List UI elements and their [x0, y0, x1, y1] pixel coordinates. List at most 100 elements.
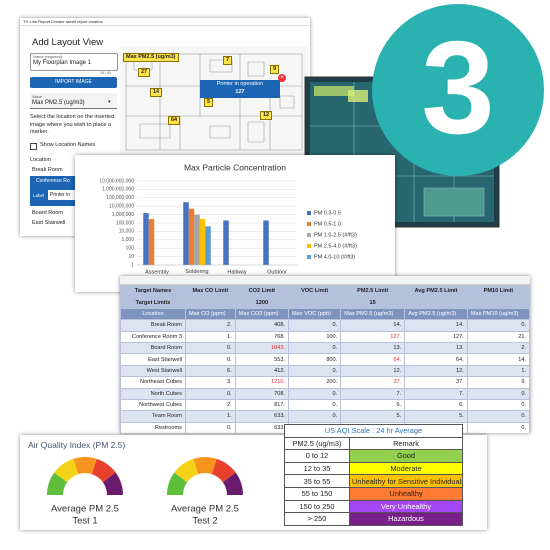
map-marker[interactable]: 5 — [204, 98, 214, 107]
value-label: Value — [32, 94, 42, 99]
row-label: East Stairwell — [120, 353, 186, 366]
x-tick-label: Assembly — [145, 269, 169, 275]
label-input[interactable] — [48, 190, 88, 200]
table-row: West Stairwell 6. 412. 0. 12. 12. 1. — [120, 364, 530, 378]
map-marker[interactable]: 12 — [260, 111, 273, 120]
map-marker[interactable]: 9 — [270, 65, 280, 74]
label-field: Label — [33, 193, 45, 198]
table-cell: 553. — [234, 353, 289, 366]
map-marker[interactable]: 14 — [150, 88, 163, 97]
target-label: Target Limits — [120, 296, 186, 309]
decoration — [120, 46, 308, 158]
y-tick-label: 1,000,000 — [112, 212, 134, 218]
scale-range: > 250 — [284, 512, 350, 526]
scale-row: 150 to 250 Very Unhealthy — [284, 499, 463, 514]
floorplan[interactable] — [120, 46, 308, 158]
app-header: TG Link Report Creator ascell report cre… — [23, 19, 103, 24]
scale-header-row: PM2.5 (ug/m3) Remark — [284, 436, 463, 451]
gauge-segment — [54, 458, 79, 483]
gauge-segment — [174, 458, 199, 483]
name-input[interactable] — [30, 53, 118, 71]
bar — [199, 218, 206, 265]
location-item[interactable]: Board Room — [32, 210, 63, 216]
table-cell: 1. — [184, 330, 236, 343]
table-cell: 0. — [466, 410, 530, 423]
decoration — [423, 187, 485, 217]
table-cell: 412. — [234, 364, 289, 378]
table-cell: 13. — [340, 341, 406, 355]
panel-title: Add Layout View — [32, 37, 104, 48]
table-cell: 64. — [340, 353, 406, 366]
table-cell: 0. — [184, 353, 236, 366]
aqi-title: Air Quality Index (PM 2.5) — [28, 440, 126, 450]
checkbox[interactable] — [30, 143, 37, 150]
scale-range: 55 to 150 — [284, 486, 350, 501]
y-tick-label: 1 — [131, 262, 134, 268]
table-cell: 0. — [287, 364, 342, 378]
value-selected: Max PM2.5 (ug/m3) — [32, 100, 85, 106]
scale-header: PM2.5 (ug/m3) — [284, 436, 350, 451]
map-marker[interactable]: 64 — [168, 116, 181, 125]
bar — [194, 214, 200, 265]
location-item[interactable]: Break Room — [32, 167, 63, 173]
name-counter: 10 / 40 — [100, 71, 111, 75]
gauge-segment — [193, 457, 217, 475]
scale-remark: Unhealthy — [349, 486, 463, 501]
name-value: My Floorplan Image 1 — [33, 60, 92, 66]
table-cell: 12. — [404, 364, 468, 378]
bar — [148, 218, 155, 265]
map-marker[interactable]: 27 — [138, 68, 151, 77]
marker-popup[interactable]: Printer in operation 127 — [200, 80, 280, 98]
map-marker[interactable]: 7 — [223, 56, 233, 65]
scale-row: 0 to 12 Good — [284, 449, 463, 463]
scale-row: 55 to 150 Unhealthy — [284, 486, 463, 501]
y-tick-label: 10,000,000 — [109, 204, 134, 210]
legend-label: PM 0.3-0.5 — [314, 210, 341, 216]
table-cell: 0. — [466, 387, 530, 400]
checkbox-label: Show Location Names — [40, 142, 96, 148]
table-cell: 37. — [404, 376, 468, 389]
gauge-segment — [73, 457, 97, 475]
column-header: Max PM2.5 (ug/m3) — [340, 307, 406, 321]
table-cell: 100. — [287, 330, 342, 343]
table-cell: 633. — [234, 421, 289, 433]
table-cell: 0. — [287, 398, 342, 412]
x-tick-label: Outdoor — [267, 269, 287, 275]
legend-swatch — [307, 211, 311, 215]
table-cell: 633. — [234, 410, 289, 423]
table-cell: 0. — [466, 319, 530, 332]
close-popup[interactable]: × — [278, 74, 286, 82]
scale-header: Remark — [349, 436, 463, 451]
scale-range: 35 to 55 — [284, 474, 350, 488]
header-row: Target Names Max CO Limit CO2 Limit VOC Lim… — [120, 284, 530, 298]
bar — [183, 202, 189, 265]
legend-label: PM 1.0-2.5 (#/ft3) — [314, 232, 357, 238]
target-value: 15 — [340, 296, 406, 309]
scale-remark: Moderate — [349, 461, 463, 476]
table-cell: 1843. — [234, 341, 289, 355]
scale-title-row: US AQI Scale : 24 hr Average — [284, 424, 463, 438]
row-label: West Stairwell — [120, 364, 186, 378]
import-button[interactable]: IMPORT IMAGE — [30, 77, 117, 88]
decoration: Soldering — [185, 269, 208, 275]
divider — [20, 25, 310, 26]
y-tick-label: 100 — [126, 246, 135, 252]
aqi-scale: US AQI Scale : 24 hr Average PM2.5 (ug/m3… — [284, 424, 463, 526]
location-heading: Location — [30, 157, 51, 163]
row-label: Break Room — [120, 319, 186, 332]
limit-header: Avg PM2.5 Limit — [404, 284, 468, 298]
y-tick-label: 10,000,000,000 — [99, 178, 134, 184]
table-cell: 0. — [184, 421, 236, 433]
table-cell: 1. — [466, 364, 530, 378]
row-label: Restrooms — [120, 421, 186, 433]
table-cell: 0. — [466, 398, 530, 412]
value-select[interactable] — [30, 93, 117, 109]
location-item[interactable]: East Stairwell — [32, 220, 66, 226]
table-cell: 13. — [404, 341, 468, 355]
table-cell: 1210. — [234, 376, 289, 389]
scale-remark: Unhealthy for Sensitive Individuals — [349, 474, 463, 488]
decoration — [348, 90, 368, 102]
layout-panel: TG Link Report Creator ascell report cre… — [20, 18, 310, 236]
dropdown-arrow: ▾ — [108, 99, 111, 105]
